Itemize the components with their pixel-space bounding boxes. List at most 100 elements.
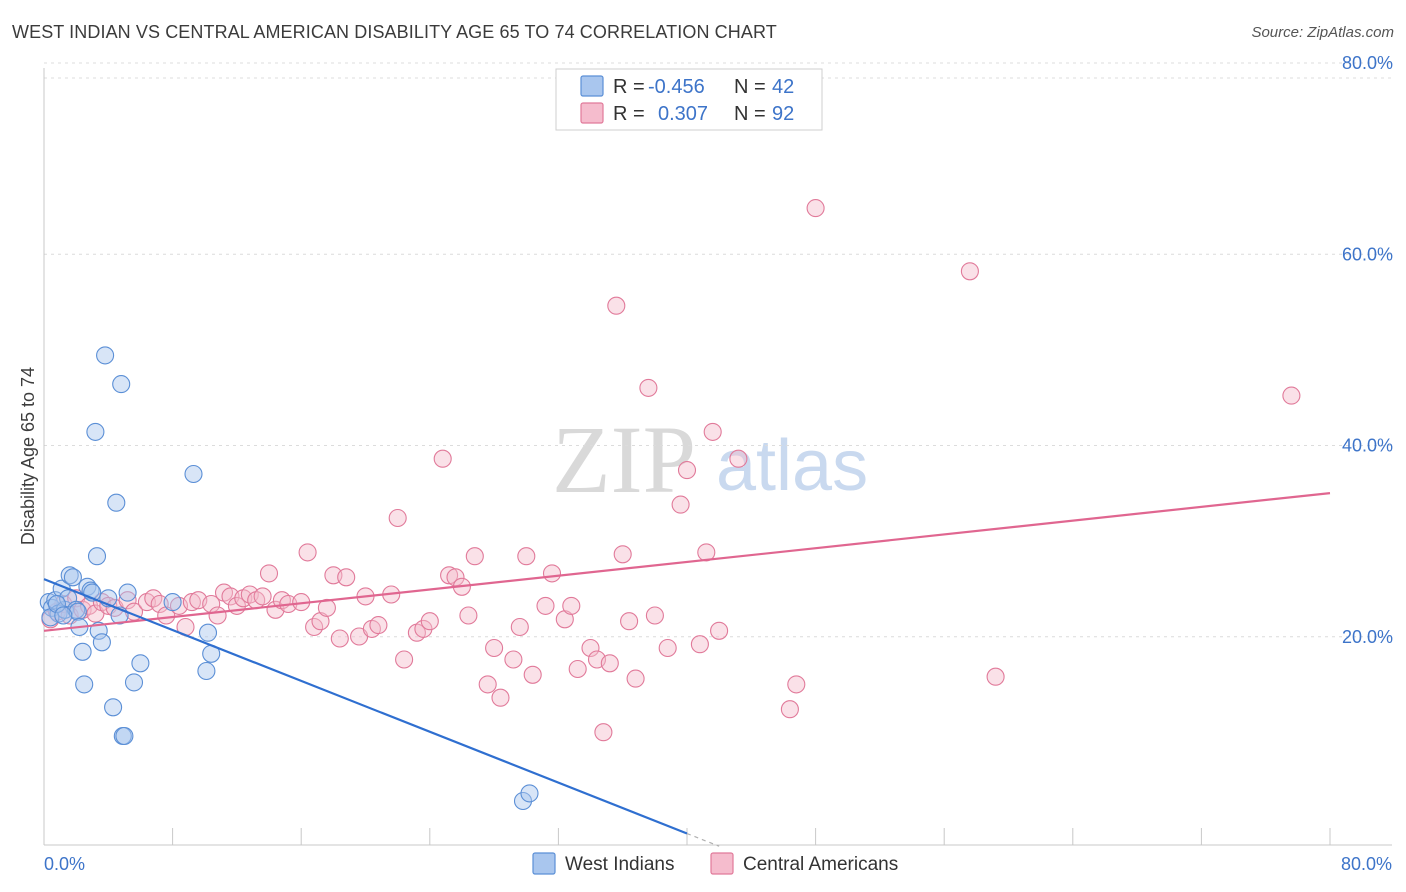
central-americans-point xyxy=(671,495,690,514)
central-americans-point xyxy=(787,675,806,694)
central-americans-point xyxy=(369,616,388,635)
central-americans-point xyxy=(658,638,677,658)
legend-r-value-1: -0.456 xyxy=(648,76,705,98)
west-indians-point xyxy=(89,621,108,640)
chart-title: WEST INDIAN VS CENTRAL AMERICAN DISABILI… xyxy=(12,22,777,42)
west-indians-point xyxy=(107,493,126,512)
central-americans-point xyxy=(253,587,272,606)
west-indians-point xyxy=(47,594,66,614)
central-americans-point xyxy=(613,545,632,564)
west-indians-point xyxy=(86,422,105,441)
central-americans-point xyxy=(510,617,529,637)
legend-west-indians-swatch xyxy=(532,852,556,875)
west-indians-point xyxy=(63,568,82,587)
y-tick-labels: 20.0% 40.0% 60.0% 80.0% xyxy=(1342,53,1393,647)
west-indians-point xyxy=(198,623,218,642)
central-americans-point xyxy=(459,606,478,625)
central-americans-point xyxy=(388,508,407,528)
central-americans-swatch xyxy=(580,102,604,124)
central-americans-point xyxy=(1282,386,1301,405)
central-americans-point xyxy=(703,422,722,441)
central-americans-point xyxy=(337,568,356,587)
central-americans-point xyxy=(626,669,645,688)
west-indians-point xyxy=(115,726,134,746)
west-indians-swatch xyxy=(580,75,604,97)
legend-west-indians-label: West Indians xyxy=(565,854,674,875)
y-tick-label: 40.0% xyxy=(1342,436,1393,456)
west-indians-point xyxy=(87,547,107,566)
central-americans-point xyxy=(420,612,439,631)
west-indians-point xyxy=(124,673,144,692)
central-americans-point xyxy=(594,723,613,742)
legend-r-label-1: R = xyxy=(613,76,645,98)
legend-n-label-2: N = xyxy=(734,103,766,125)
central-americans-point xyxy=(620,612,639,631)
central-americans-point xyxy=(568,659,587,679)
central-americans-point xyxy=(607,296,626,315)
central-americans-point xyxy=(259,564,279,583)
legend-n-value-1: 42 xyxy=(772,76,794,98)
watermark-zip: ZIP xyxy=(552,406,696,513)
west-indians-point xyxy=(92,633,111,652)
y-tick-label: 80.0% xyxy=(1342,53,1393,73)
central-americans-point xyxy=(208,606,227,625)
west-indians-point xyxy=(54,606,73,625)
central-americans-point xyxy=(780,700,799,719)
central-americans-point xyxy=(395,650,414,669)
central-americans-point xyxy=(960,262,979,281)
legend-r-value-2: 0.307 xyxy=(658,103,708,125)
central-americans-point xyxy=(729,449,748,468)
west-indians-point xyxy=(73,642,92,661)
central-americans-point xyxy=(581,638,600,658)
west-indians-point xyxy=(118,583,137,602)
y-tick-label: 20.0% xyxy=(1342,627,1393,647)
legend-central-americans-swatch xyxy=(710,852,734,875)
central-americans-point xyxy=(542,564,562,583)
central-americans-point xyxy=(433,449,452,468)
source-label: Source: ZipAtlas.com xyxy=(1251,24,1394,41)
central-americans-point xyxy=(504,650,523,669)
west-indians-point xyxy=(75,675,94,694)
central-americans-point xyxy=(562,596,581,615)
central-americans-point xyxy=(986,667,1005,686)
central-americans-point xyxy=(690,635,709,654)
central-americans-points xyxy=(41,199,1301,742)
central-americans-point xyxy=(536,596,555,615)
central-americans-point xyxy=(523,665,542,684)
west-indians-point xyxy=(184,464,203,484)
y-axis-label: Disability Age 65 to 74 xyxy=(18,367,38,545)
central-americans-point xyxy=(118,591,137,610)
west-indians-point xyxy=(104,698,123,717)
central-americans-point xyxy=(710,621,729,640)
central-americans-point xyxy=(478,675,497,694)
central-americans-point xyxy=(440,566,459,585)
central-americans-point xyxy=(806,199,825,218)
legend-n-value-2: 92 xyxy=(772,103,794,125)
west-indians-point xyxy=(60,566,79,585)
west-indians-trend-line xyxy=(43,578,688,835)
x-tick-label-max: 80.0% xyxy=(1341,854,1392,874)
west-indians-point xyxy=(68,602,87,621)
central-americans-point xyxy=(677,461,697,480)
central-americans-point xyxy=(639,378,658,397)
x-axis-ticks xyxy=(43,828,1331,845)
legend-central-americans-label: Central Americans xyxy=(743,854,898,875)
west-indians-points xyxy=(39,346,539,811)
central-americans-point xyxy=(517,547,536,566)
central-americans-point xyxy=(330,629,349,648)
west-indians-point xyxy=(112,375,131,394)
west-indians-point xyxy=(197,661,216,681)
west-indians-point xyxy=(520,784,539,803)
legend-r-label-2: R = xyxy=(613,103,645,125)
central-americans-point xyxy=(600,654,619,673)
central-americans-point xyxy=(317,598,336,617)
central-americans-point xyxy=(465,547,484,566)
series-legend: West Indians Central Americans xyxy=(532,852,898,875)
central-americans-point xyxy=(485,638,504,658)
central-americans-point xyxy=(645,606,664,625)
central-americans-point xyxy=(182,593,201,612)
west-indians-point xyxy=(163,593,182,612)
west-indians-point xyxy=(513,791,533,811)
central-americans-trend-line xyxy=(43,492,1331,632)
west-indians-point xyxy=(96,346,115,365)
